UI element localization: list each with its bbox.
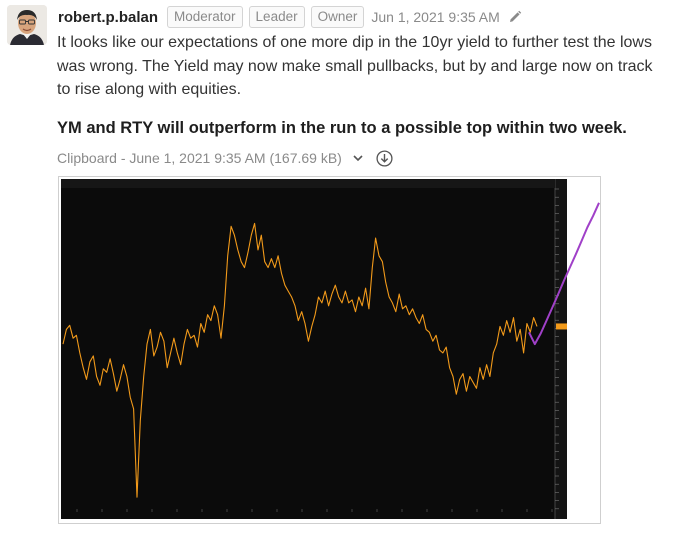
chart-attachment-image[interactable]: [58, 176, 601, 524]
badge-leader: Leader: [248, 6, 305, 28]
post-message: It looks like our expectations of one mo…: [57, 34, 653, 98]
chart-header-bar: [61, 179, 555, 188]
author-name[interactable]: robert.p.balan: [58, 8, 159, 26]
yield-series-line: [62, 222, 538, 498]
post-header: robert.p.balan Moderator Leader Owner Ju…: [58, 5, 522, 29]
avatar-image: [7, 5, 47, 45]
download-icon[interactable]: [376, 149, 393, 167]
yield-chart: [59, 177, 600, 523]
post-headline: YM and RTY will outperform in the run to…: [57, 119, 627, 137]
badge-moderator: Moderator: [167, 6, 243, 28]
attachment-row: Clipboard - June 1, 2021 9:35 AM (167.69…: [57, 148, 393, 168]
badge-owner: Owner: [310, 6, 365, 28]
chart-plot-area: [61, 179, 555, 519]
projection-series-line: [528, 202, 600, 346]
post-timestamp[interactable]: Jun 1, 2021 9:35 AM: [371, 9, 500, 25]
attachment-label: Clipboard - June 1, 2021 9:35 AM (167.69…: [57, 150, 342, 166]
chevron-down-icon[interactable]: [352, 153, 364, 163]
current-value-marker: [556, 323, 567, 330]
chart-axis-strip: [555, 179, 567, 519]
pencil-icon[interactable]: [508, 10, 522, 24]
avatar[interactable]: [7, 5, 47, 45]
